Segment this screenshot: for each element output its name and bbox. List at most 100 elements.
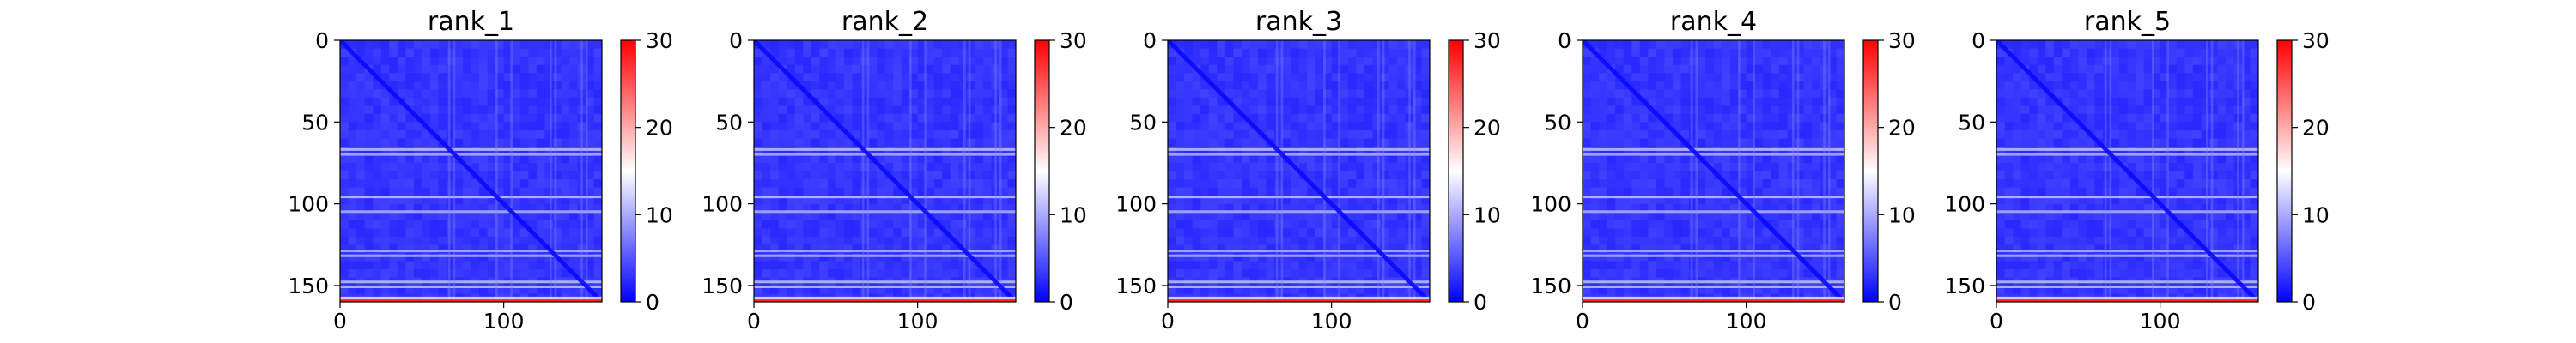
heatmap-bright-row <box>1996 254 2258 257</box>
heatmap-bright-column <box>1377 40 1380 302</box>
colorbar-tick-label: 10 <box>1473 202 1501 227</box>
x-tick-label: 0 <box>333 309 347 334</box>
heatmap-bright-row <box>1583 285 1844 288</box>
y-tick-label: 50 <box>1958 110 1985 135</box>
y-tick-label: 0 <box>1558 28 1571 53</box>
heatmap-bright-row <box>1583 196 1844 199</box>
axes-frame <box>1582 39 1845 303</box>
heatmap-bright-column <box>968 40 971 302</box>
heatmap-diagonal <box>754 40 1016 302</box>
y-tick-label: 100 <box>1530 192 1571 217</box>
heatmap-bright-row <box>340 153 602 156</box>
heatmap-bright-row <box>340 285 602 288</box>
heatmap-bright-column <box>2210 40 2214 302</box>
x-tick-label: 100 <box>483 309 525 334</box>
heatmap-bright-column <box>1738 40 1741 302</box>
colorbar-tick-label: 0 <box>1888 290 1902 315</box>
heatmap-bright-row <box>1996 280 2258 284</box>
heatmap-bright-row <box>340 280 602 284</box>
heatmap-bright-column <box>1827 40 1831 302</box>
heatmap-bright-row <box>754 280 1016 284</box>
heatmap-bright-row <box>1168 196 1430 199</box>
heatmap-bright-column <box>580 40 583 302</box>
colorbar-frame <box>1034 39 1050 303</box>
colorbar-tick-label: 0 <box>1060 290 1073 315</box>
heatmap-bright-column <box>1792 40 1795 302</box>
heatmap-bright-row <box>754 250 1016 253</box>
heatmap-bright-column <box>1413 40 1416 302</box>
heatmap-bright-column <box>1338 40 1340 302</box>
heatmap-last-row <box>1996 299 2258 302</box>
heatmap-texture <box>1583 40 1844 302</box>
y-tick-label: 0 <box>729 28 743 53</box>
heatmap-bright-column <box>1823 40 1826 302</box>
colorbar-tick-label: 10 <box>2302 202 2330 227</box>
heatmap-bright-column <box>495 40 498 302</box>
heatmap-last-row <box>754 299 1016 302</box>
heatmap-diagonal <box>1996 40 2258 302</box>
colorbar: 0 10 20 30 <box>1034 28 1087 315</box>
heatmap-bright-column <box>1796 40 1800 302</box>
y-tick-label: 50 <box>301 110 329 135</box>
heatmap-bright-column <box>963 40 966 302</box>
y-tick-label: 100 <box>702 192 743 217</box>
heatmap-bright-column <box>2166 40 2169 302</box>
x-tick-label: 100 <box>2140 309 2181 334</box>
panel-title: rank_1 <box>428 7 514 37</box>
colorbar-gradient <box>1035 40 1049 302</box>
heatmap-bright-column <box>1382 40 1385 302</box>
axes-frame <box>1996 39 2259 303</box>
y-tick-label: 150 <box>702 274 743 298</box>
heatmap-bright-row <box>1996 250 2258 253</box>
heatmap-bright-row <box>1996 285 2258 288</box>
heatmap-bright-column <box>866 40 870 302</box>
x-tick-label: 100 <box>1726 309 1767 334</box>
colorbar-frame <box>620 39 636 303</box>
heatmap-diagonal <box>1583 40 1844 302</box>
colorbar-gradient <box>2277 40 2292 302</box>
heatmap-bright-column <box>861 40 865 302</box>
axes-frame <box>1167 39 1431 303</box>
heatmap-bright-row <box>340 210 602 214</box>
colorbar-gradient <box>1863 40 1878 302</box>
panel-title: rank_4 <box>1670 7 1757 37</box>
colorbar-tick-label: 30 <box>1060 28 1087 53</box>
heatmap-bright-column <box>1275 40 1279 302</box>
panel-title: rank_5 <box>2084 7 2171 37</box>
heatmap-bright-column <box>510 40 513 302</box>
x-tick-label: 0 <box>1990 309 2003 334</box>
colorbar: 0 10 20 30 <box>620 28 673 315</box>
heatmap-bright-column <box>1690 40 1693 302</box>
heatmap-bright-row <box>1996 210 2258 214</box>
heatmap-bright-column <box>2104 40 2107 302</box>
heatmap-bright-row <box>340 250 602 253</box>
colorbar-tick-label: 0 <box>1473 290 1487 315</box>
colorbar-tick-label: 30 <box>2302 28 2330 53</box>
colorbar-tick-label: 10 <box>646 202 673 227</box>
heatmap-texture <box>340 40 602 302</box>
x-tick-label: 0 <box>1576 309 1589 334</box>
heatmap-last-row <box>340 299 602 302</box>
heatmap-bright-column <box>1323 40 1326 302</box>
heatmap-bright-row <box>1168 250 1430 253</box>
y-tick-label: 0 <box>1143 28 1157 53</box>
y-tick-label: 100 <box>288 192 329 217</box>
heatmap-bright-column <box>2109 40 2112 302</box>
heatmap-bright-column <box>1280 40 1284 302</box>
y-tick-label: 100 <box>1944 192 1985 217</box>
heatmap-bright-row <box>754 285 1016 288</box>
colorbar-gradient <box>1449 40 1463 302</box>
heatmap-bright-row <box>1168 285 1430 288</box>
colorbar-tick-label: 20 <box>1888 116 1916 141</box>
heatmap-bright-row <box>1996 147 2258 151</box>
heatmap-bright-column <box>909 40 912 302</box>
y-tick-label: 150 <box>1530 274 1571 298</box>
heatmap-diagonal <box>340 40 602 302</box>
colorbar-tick-label: 20 <box>1060 116 1087 141</box>
y-tick-label: 100 <box>1115 192 1157 217</box>
y-tick-label: 50 <box>1129 110 1157 135</box>
y-tick-label: 50 <box>1544 110 1571 135</box>
